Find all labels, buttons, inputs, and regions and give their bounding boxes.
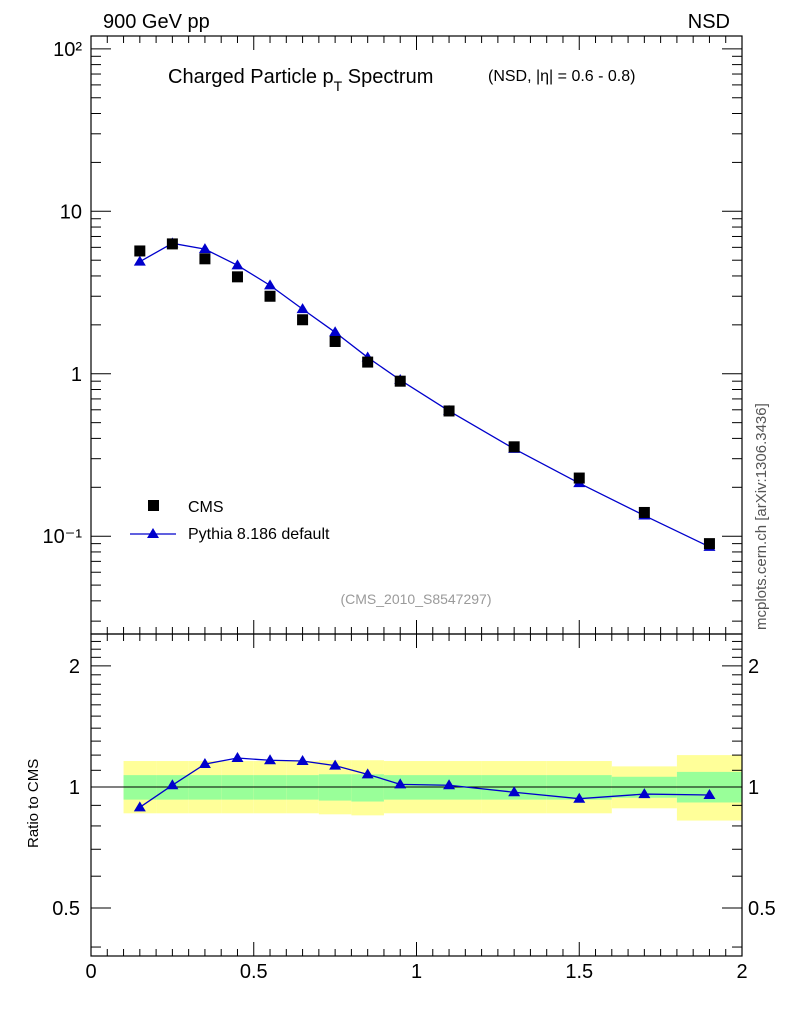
ratio-mc-point <box>296 755 309 766</box>
mc-point <box>264 279 277 290</box>
legend-data-label: CMS <box>188 499 224 516</box>
x-tick-label: 2 <box>736 961 747 983</box>
data-markers <box>133 237 716 812</box>
ratio-mc-point <box>638 788 651 799</box>
header-left: 900 GeV pp <box>103 11 210 33</box>
ratio-mc-point <box>361 768 374 779</box>
data-point <box>199 253 211 265</box>
chart-title: Charged Particle pT Spectrum <box>168 66 433 94</box>
data-point <box>231 271 243 283</box>
x-tick-label: 1 <box>411 961 422 983</box>
x-tick-label: 0 <box>85 961 96 983</box>
ratio-mc-line <box>139 757 710 808</box>
band-inner-7 <box>351 774 384 802</box>
axis-tick-labels: 0 0.5 1 1.5 2 10⁻¹ 1 10 10² 0.5 0.5 1 1 2 2 <box>43 39 776 983</box>
side-credit: mcplots.cern.ch [arXiv:1306.3436] <box>753 403 770 630</box>
main-panel-frame <box>90 35 743 635</box>
ratio-mc-point <box>198 758 211 769</box>
main-y-tick-label: 10 <box>60 201 82 223</box>
data-point <box>166 238 178 250</box>
header-right: NSD <box>688 11 730 33</box>
title-main: Charged Particle p <box>168 66 334 88</box>
ratio-y-tick-label-right: 1 <box>748 777 759 799</box>
title-main-2: Spectrum <box>342 66 433 88</box>
ratio-mc-point <box>264 754 277 765</box>
data-point <box>297 314 309 326</box>
mc-point <box>198 243 211 254</box>
data-point <box>638 506 650 518</box>
ratio-mc-point <box>166 779 179 790</box>
legend-mc-marker <box>147 528 159 538</box>
data-point <box>134 245 146 257</box>
analysis-watermark: (CMS_2010_S8547297) <box>341 591 492 607</box>
x-tick-label: 1.5 <box>565 961 593 983</box>
ratio-mc-point <box>133 801 146 812</box>
x-tick-label: 0.5 <box>240 961 268 983</box>
mc-point <box>231 259 244 270</box>
main-y-tick-label: 10² <box>53 39 82 61</box>
data-point <box>329 335 341 347</box>
ratio-y-tick-label-right: 2 <box>748 656 759 678</box>
ratio-mc-point <box>231 752 244 763</box>
data-point <box>394 375 406 387</box>
data-point <box>362 356 374 368</box>
mc-point <box>133 255 146 266</box>
mc-curves <box>139 242 710 808</box>
mc-point <box>296 303 309 314</box>
ratio-uncertainty-bands <box>123 755 742 821</box>
mc-point <box>329 326 342 337</box>
ratio-y-tick-label-left: 0.5 <box>52 898 80 920</box>
ratio-mc-point <box>394 778 407 789</box>
data-point <box>508 441 520 453</box>
title-qualifier: (NSD, |η| = 0.6 - 0.8) <box>488 68 635 85</box>
ratio-mc-point <box>573 792 586 803</box>
title-subscript: T <box>334 78 343 94</box>
ratio-y-tick-label-left: 1 <box>69 777 80 799</box>
main-mc-line <box>139 242 710 548</box>
ratio-ylabel: Ratio to CMS <box>25 759 42 848</box>
ratio-mc-point <box>329 759 342 770</box>
data-point <box>443 405 455 417</box>
data-point <box>573 472 585 484</box>
legend-mc-label: Pythia 8.186 default <box>188 526 330 543</box>
data-point <box>264 290 276 302</box>
main-y-tick-label: 1 <box>71 364 82 386</box>
ratio-y-tick-label-left: 2 <box>69 656 80 678</box>
ratio-panel-frame <box>90 633 743 957</box>
legend: CMS Pythia 8.186 default <box>130 499 330 543</box>
axis-ticks <box>90 36 743 956</box>
legend-data-marker <box>148 500 159 511</box>
ratio-mc-point <box>443 779 456 790</box>
ratio-mc-point <box>508 786 521 797</box>
ratio-y-tick-label-right: 0.5 <box>748 898 776 920</box>
data-point <box>703 538 715 550</box>
ratio-mc-point <box>703 788 716 799</box>
main-y-tick-label: 10⁻¹ <box>43 526 83 548</box>
